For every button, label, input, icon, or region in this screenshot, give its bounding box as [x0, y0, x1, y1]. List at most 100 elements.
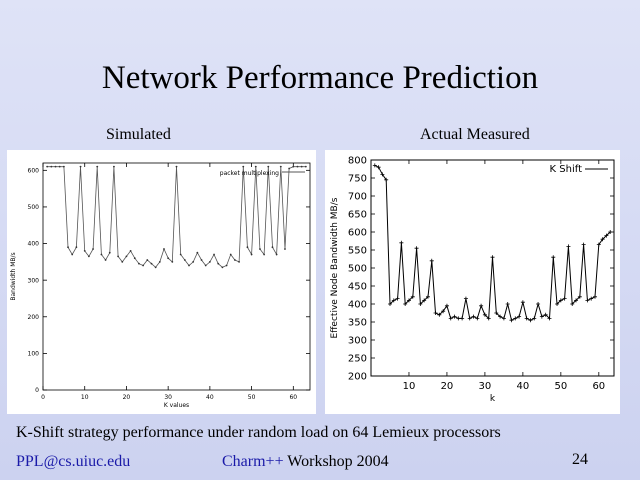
data-point [536, 302, 541, 306]
data-point [444, 303, 449, 308]
data-point [517, 314, 522, 319]
data-point [175, 165, 178, 168]
simulated-chart: 0 100 200 300 400 500 600 0 10 20 30 40 50 60 K values… [10, 162, 311, 409]
y-axis-label: Bandwidth MB/s [10, 252, 17, 300]
data-point [92, 248, 94, 250]
legend-label: packet multiplexing [220, 170, 279, 177]
data-point [498, 314, 503, 319]
y-tick-label: 450 [348, 282, 367, 293]
x-tick-label: 30 [164, 394, 172, 401]
page-number: 24 [572, 451, 588, 468]
data-point [275, 253, 278, 256]
data-point [593, 294, 598, 299]
data-point [196, 251, 199, 254]
y-tick-label: 700 [348, 192, 367, 203]
data-point [104, 259, 107, 261]
data-point [399, 240, 404, 245]
data-point [448, 316, 453, 321]
data-point [300, 165, 303, 168]
x-tick-label: 50 [248, 394, 256, 401]
x-tick-label: 50 [554, 381, 567, 392]
measured-chart-panel: 200 250 300 350 400 450 500 550 600 650 700 750 800 1… [325, 150, 620, 414]
data-point [543, 312, 548, 317]
data-point [87, 255, 90, 258]
y-tick-label: 200 [28, 314, 40, 321]
x-tick-label: 30 [479, 381, 492, 392]
data-point [441, 309, 446, 314]
data-point [574, 298, 579, 303]
data-point [121, 260, 124, 263]
data-point [456, 316, 461, 321]
data-point [558, 298, 563, 303]
data-point [372, 163, 377, 168]
data-point [562, 296, 567, 301]
data-point [422, 298, 427, 303]
data-point [570, 302, 575, 306]
data-point [555, 302, 560, 306]
x-tick-label: 40 [517, 381, 530, 392]
data-point [125, 255, 128, 258]
data-point [204, 264, 207, 267]
data-point [376, 165, 381, 170]
simulated-label: Simulated [106, 126, 171, 143]
data-point [471, 314, 476, 319]
data-point [242, 165, 245, 168]
legend-label: K Shift [550, 164, 583, 175]
data-point [108, 251, 111, 254]
data-point [54, 165, 57, 168]
data-point [505, 302, 510, 306]
data-point [406, 298, 411, 303]
data-point [486, 316, 491, 321]
y-tick-label: 500 [28, 204, 40, 211]
y-tick-label: 800 [348, 156, 367, 167]
y-tick-label: 250 [348, 354, 367, 365]
data-point [250, 253, 253, 256]
data-point [46, 165, 49, 168]
data-point [129, 249, 132, 252]
data-point [113, 165, 115, 168]
data-point [133, 257, 136, 260]
slide-title: Network Performance Prediction [101, 60, 539, 96]
data-point [100, 253, 103, 256]
y-tick-label: 400 [348, 300, 367, 311]
y-tick-label: 500 [348, 264, 367, 275]
x-tick-label: 60 [592, 381, 605, 392]
data-point [254, 165, 257, 168]
data-point [150, 262, 153, 265]
data-point [391, 298, 396, 303]
x-axis-label: K values [164, 402, 189, 409]
data-point [192, 260, 195, 263]
data-point [188, 264, 190, 267]
data-point [520, 300, 525, 305]
data-point [292, 165, 295, 168]
data-point [463, 296, 468, 301]
footer-charm: Charm++ [222, 453, 284, 470]
data-point [437, 312, 442, 317]
data-point [528, 318, 533, 323]
y-tick-label: 400 [28, 241, 40, 248]
data-point [234, 259, 236, 261]
data-point [577, 294, 582, 299]
data-point [75, 246, 78, 249]
data-point [547, 316, 552, 321]
data-point [414, 246, 419, 251]
data-point [596, 242, 601, 247]
data-point [452, 314, 457, 319]
data-point [425, 294, 430, 299]
data-point [395, 296, 400, 301]
data-point [96, 165, 99, 168]
measured-chart: 200 250 300 350 400 450 500 550 600 650 700 750 800 1… [330, 156, 615, 404]
data-point [490, 255, 495, 260]
series-line [374, 164, 611, 321]
y-tick-label: 750 [348, 174, 367, 185]
data-point [179, 253, 182, 256]
data-point [433, 311, 438, 315]
data-point [604, 233, 609, 238]
y-tick-label: 300 [348, 336, 367, 347]
data-point [380, 172, 385, 177]
data-point [467, 316, 472, 321]
plot-frame [42, 162, 311, 391]
data-point [142, 264, 145, 267]
data-point [158, 260, 161, 263]
data-point [501, 316, 506, 321]
